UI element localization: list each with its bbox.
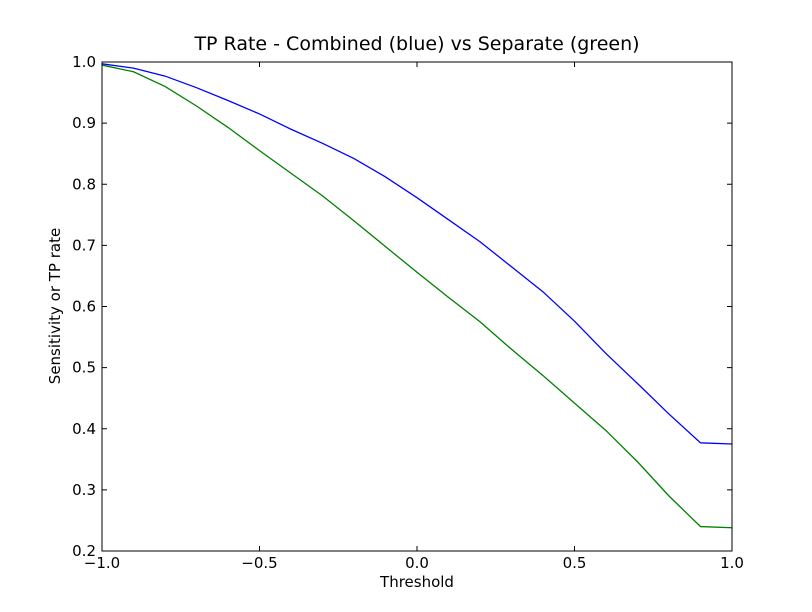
x-tick-label: 1.0 — [720, 554, 744, 572]
x-tick-label: 0.5 — [563, 554, 587, 572]
x-tick-label: −0.5 — [241, 554, 277, 572]
plot-area — [101, 63, 733, 529]
y-tick-label: 0.5 — [72, 359, 96, 377]
y-tick-label: 0.6 — [72, 298, 96, 316]
x-tick-label: −1.0 — [84, 554, 120, 572]
chart-title: TP Rate - Combined (blue) vs Separate (g… — [193, 33, 639, 55]
y-tick-label: 0.9 — [72, 114, 96, 132]
axes: −1.0 −0.5 0.0 0.5 1.0 0.2 0.3 0.4 0.5 0.6 0.7 0.8 0.… — [72, 53, 744, 572]
y-tick-label: 0.4 — [72, 420, 96, 438]
y-tick-label: 0.3 — [72, 481, 96, 499]
y-axis-label: Sensitivity or TP rate — [46, 228, 64, 384]
series-line-2 — [101, 64, 733, 529]
y-tick-label: 0.7 — [72, 236, 96, 254]
y-tick-label: 1.0 — [72, 53, 96, 71]
x-tick-label: 0.0 — [405, 554, 429, 572]
y-tick-label: 0.2 — [72, 542, 96, 560]
series-line-1 — [101, 63, 733, 445]
x-axis-label: Threshold — [379, 573, 454, 591]
y-tick-label: 0.8 — [72, 175, 96, 193]
